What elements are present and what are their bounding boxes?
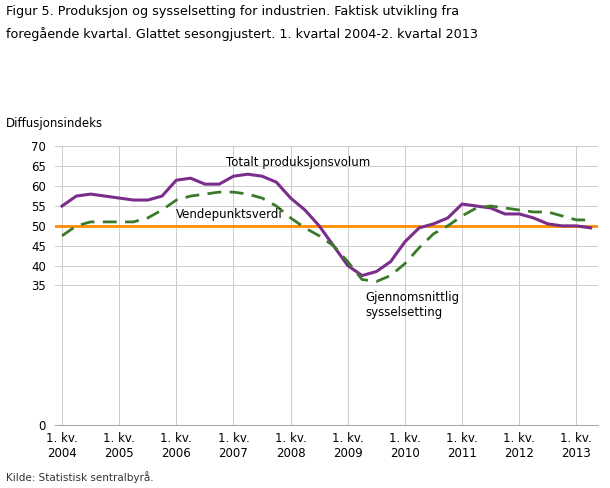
Text: Diffusjonsindeks: Diffusjonsindeks (6, 117, 103, 130)
Text: Vendepunktsverdi: Vendepunktsverdi (176, 208, 283, 221)
Text: Kilde: Statistisk sentralbyrå.: Kilde: Statistisk sentralbyrå. (6, 471, 154, 483)
Text: Gjennomsnittlig
sysselsetting: Gjennomsnittlig sysselsetting (365, 291, 459, 320)
Text: foregående kvartal. Glattet sesongjustert. 1. kvartal 2004-2. kvartal 2013: foregående kvartal. Glattet sesongjuster… (6, 27, 478, 41)
Text: Totalt produksjonsvolum: Totalt produksjonsvolum (226, 157, 371, 169)
Text: Figur 5. Produksjon og sysselsetting for industrien. Faktisk utvikling fra: Figur 5. Produksjon og sysselsetting for… (6, 5, 459, 18)
